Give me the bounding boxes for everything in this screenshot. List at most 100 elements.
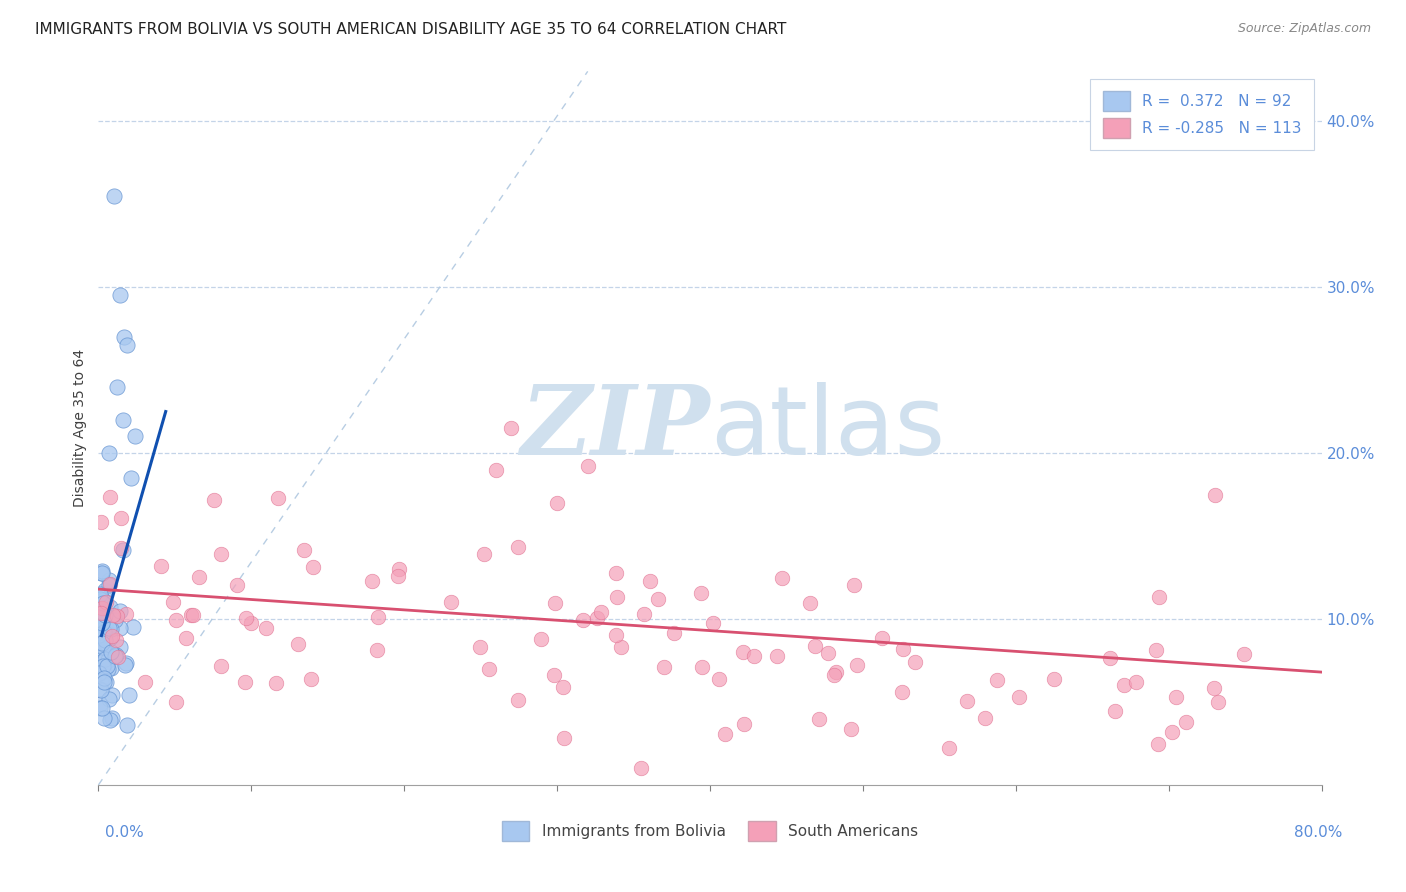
Text: 0.0%: 0.0% — [105, 825, 145, 840]
Point — [1008, 690, 1031, 704]
Point — [108, 605, 131, 619]
Point — [101, 607, 124, 622]
Point — [91, 658, 114, 673]
Point — [94, 583, 117, 598]
Point — [94, 621, 117, 635]
Point — [98, 599, 121, 614]
Point — [94, 675, 117, 690]
Point — [586, 611, 609, 625]
Point — [115, 718, 138, 732]
Point — [1104, 704, 1126, 718]
Point — [90, 616, 112, 631]
Point — [181, 607, 204, 622]
Point — [104, 648, 127, 663]
Point — [366, 643, 388, 657]
Point — [1206, 695, 1229, 709]
Point — [111, 413, 134, 427]
Point — [690, 586, 713, 600]
Point — [501, 421, 523, 435]
Point — [97, 653, 120, 667]
Point — [825, 665, 848, 679]
Point — [1112, 678, 1135, 692]
Point — [162, 595, 184, 609]
Point — [91, 566, 114, 580]
Point — [470, 640, 492, 654]
Point — [93, 671, 115, 685]
Point — [709, 672, 731, 686]
Point — [97, 621, 120, 635]
Point — [292, 543, 315, 558]
Point — [576, 459, 599, 474]
Point — [87, 666, 110, 681]
Point — [90, 637, 112, 651]
Point — [93, 625, 115, 640]
Point — [89, 697, 111, 711]
Point — [506, 540, 529, 554]
Point — [226, 577, 249, 591]
Point — [90, 655, 112, 669]
Point — [478, 662, 501, 676]
Point — [742, 648, 765, 663]
Point — [367, 610, 389, 624]
Point — [647, 591, 669, 606]
Point — [803, 639, 825, 653]
Point — [589, 605, 612, 619]
Point — [110, 621, 132, 635]
Point — [93, 639, 115, 653]
Point — [766, 649, 789, 664]
Point — [605, 566, 627, 580]
Point — [110, 640, 132, 654]
Point — [89, 566, 111, 580]
Point — [956, 694, 979, 708]
Point — [90, 601, 112, 615]
Point — [1144, 642, 1167, 657]
Point — [299, 672, 322, 686]
Point — [165, 695, 187, 709]
Point — [174, 631, 197, 645]
Point — [93, 631, 115, 645]
Point — [93, 624, 115, 639]
Point — [606, 591, 628, 605]
Point — [91, 640, 114, 654]
Point — [544, 596, 567, 610]
Point — [115, 607, 138, 622]
Point — [150, 558, 173, 573]
Point — [89, 700, 111, 714]
Point — [662, 626, 685, 640]
Point — [690, 660, 713, 674]
Point — [93, 656, 115, 670]
Point — [733, 716, 755, 731]
Point — [94, 652, 117, 666]
Point — [1164, 690, 1187, 705]
Point — [553, 731, 575, 746]
Point — [986, 673, 1008, 687]
Point — [105, 609, 128, 624]
Point — [93, 610, 115, 624]
Point — [90, 515, 112, 529]
Point — [93, 607, 115, 622]
Point — [1174, 715, 1197, 730]
Point — [551, 680, 574, 694]
Point — [105, 632, 128, 647]
Point — [96, 659, 118, 673]
Point — [98, 692, 121, 706]
Point — [702, 616, 724, 631]
Point — [1204, 487, 1226, 501]
Point — [100, 577, 122, 591]
Point — [974, 711, 997, 725]
Point — [870, 631, 893, 645]
Point — [103, 609, 125, 624]
Y-axis label: Disability Age 35 to 64: Disability Age 35 to 64 — [73, 349, 87, 508]
Point — [120, 471, 142, 485]
Point — [202, 493, 225, 508]
Point — [93, 609, 115, 624]
Point — [630, 761, 652, 775]
Point — [1160, 724, 1182, 739]
Point — [110, 541, 132, 556]
Point — [117, 338, 139, 352]
Point — [103, 189, 125, 203]
Text: IMMIGRANTS FROM BOLIVIA VS SOUTH AMERICAN DISABILITY AGE 35 TO 64 CORRELATION CH: IMMIGRANTS FROM BOLIVIA VS SOUTH AMERICA… — [35, 22, 786, 37]
Point — [97, 578, 120, 592]
Point — [94, 645, 117, 659]
Point — [98, 446, 121, 460]
